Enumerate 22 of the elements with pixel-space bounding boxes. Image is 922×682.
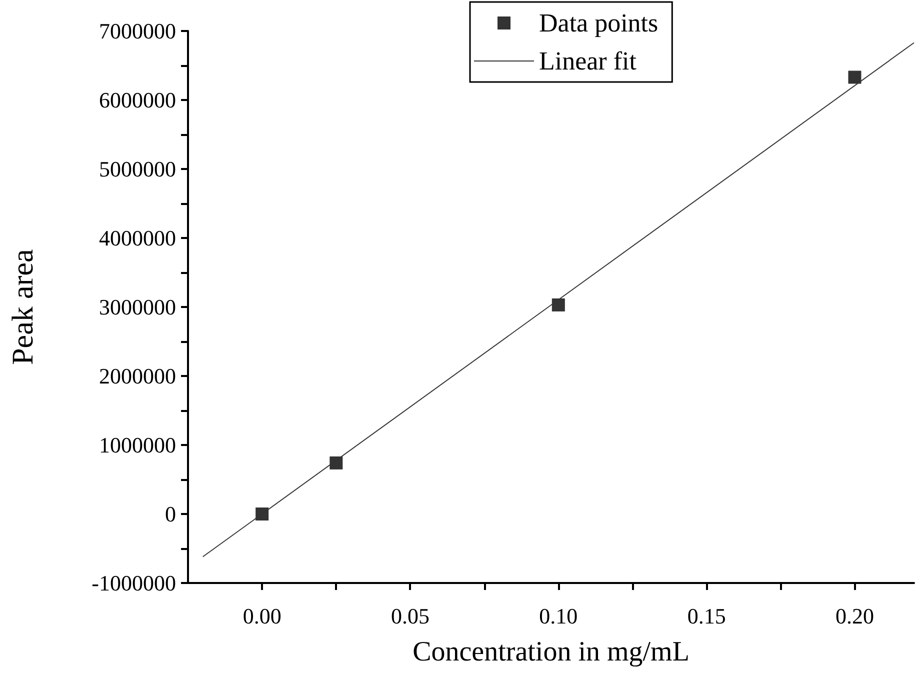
y-tick-label: 5000000 — [99, 156, 176, 182]
x-tick-label: 0.10 — [539, 604, 578, 628]
y-tick-label: 6000000 — [99, 88, 176, 112]
y-tick-label: 3000000 — [99, 294, 176, 320]
x-tick-label: 0.05 — [390, 604, 430, 628]
x-tick-label: 0.00 — [242, 604, 282, 628]
point — [552, 298, 565, 312]
point — [848, 70, 862, 84]
x-tick-label: 0.20 — [835, 604, 874, 628]
y-tick-label: 0 — [165, 502, 176, 526]
y-tick-label: -1000000 — [92, 570, 176, 596]
point — [256, 508, 269, 520]
x-tick-label: 0.15 — [687, 604, 726, 628]
y-tick-label: 7000000 — [99, 18, 176, 44]
y-axis-title: Peak area — [6, 249, 40, 365]
y-tick-label: 2000000 — [99, 364, 176, 388]
y-tick-label: 4000000 — [99, 226, 176, 250]
legend-label: Linear fit — [539, 46, 638, 76]
y-tick-label: 1000000 — [99, 432, 176, 458]
legend-label: Data points — [539, 8, 658, 38]
point — [330, 456, 343, 470]
x-axis-title: Concentration in mg/mL — [412, 636, 690, 668]
